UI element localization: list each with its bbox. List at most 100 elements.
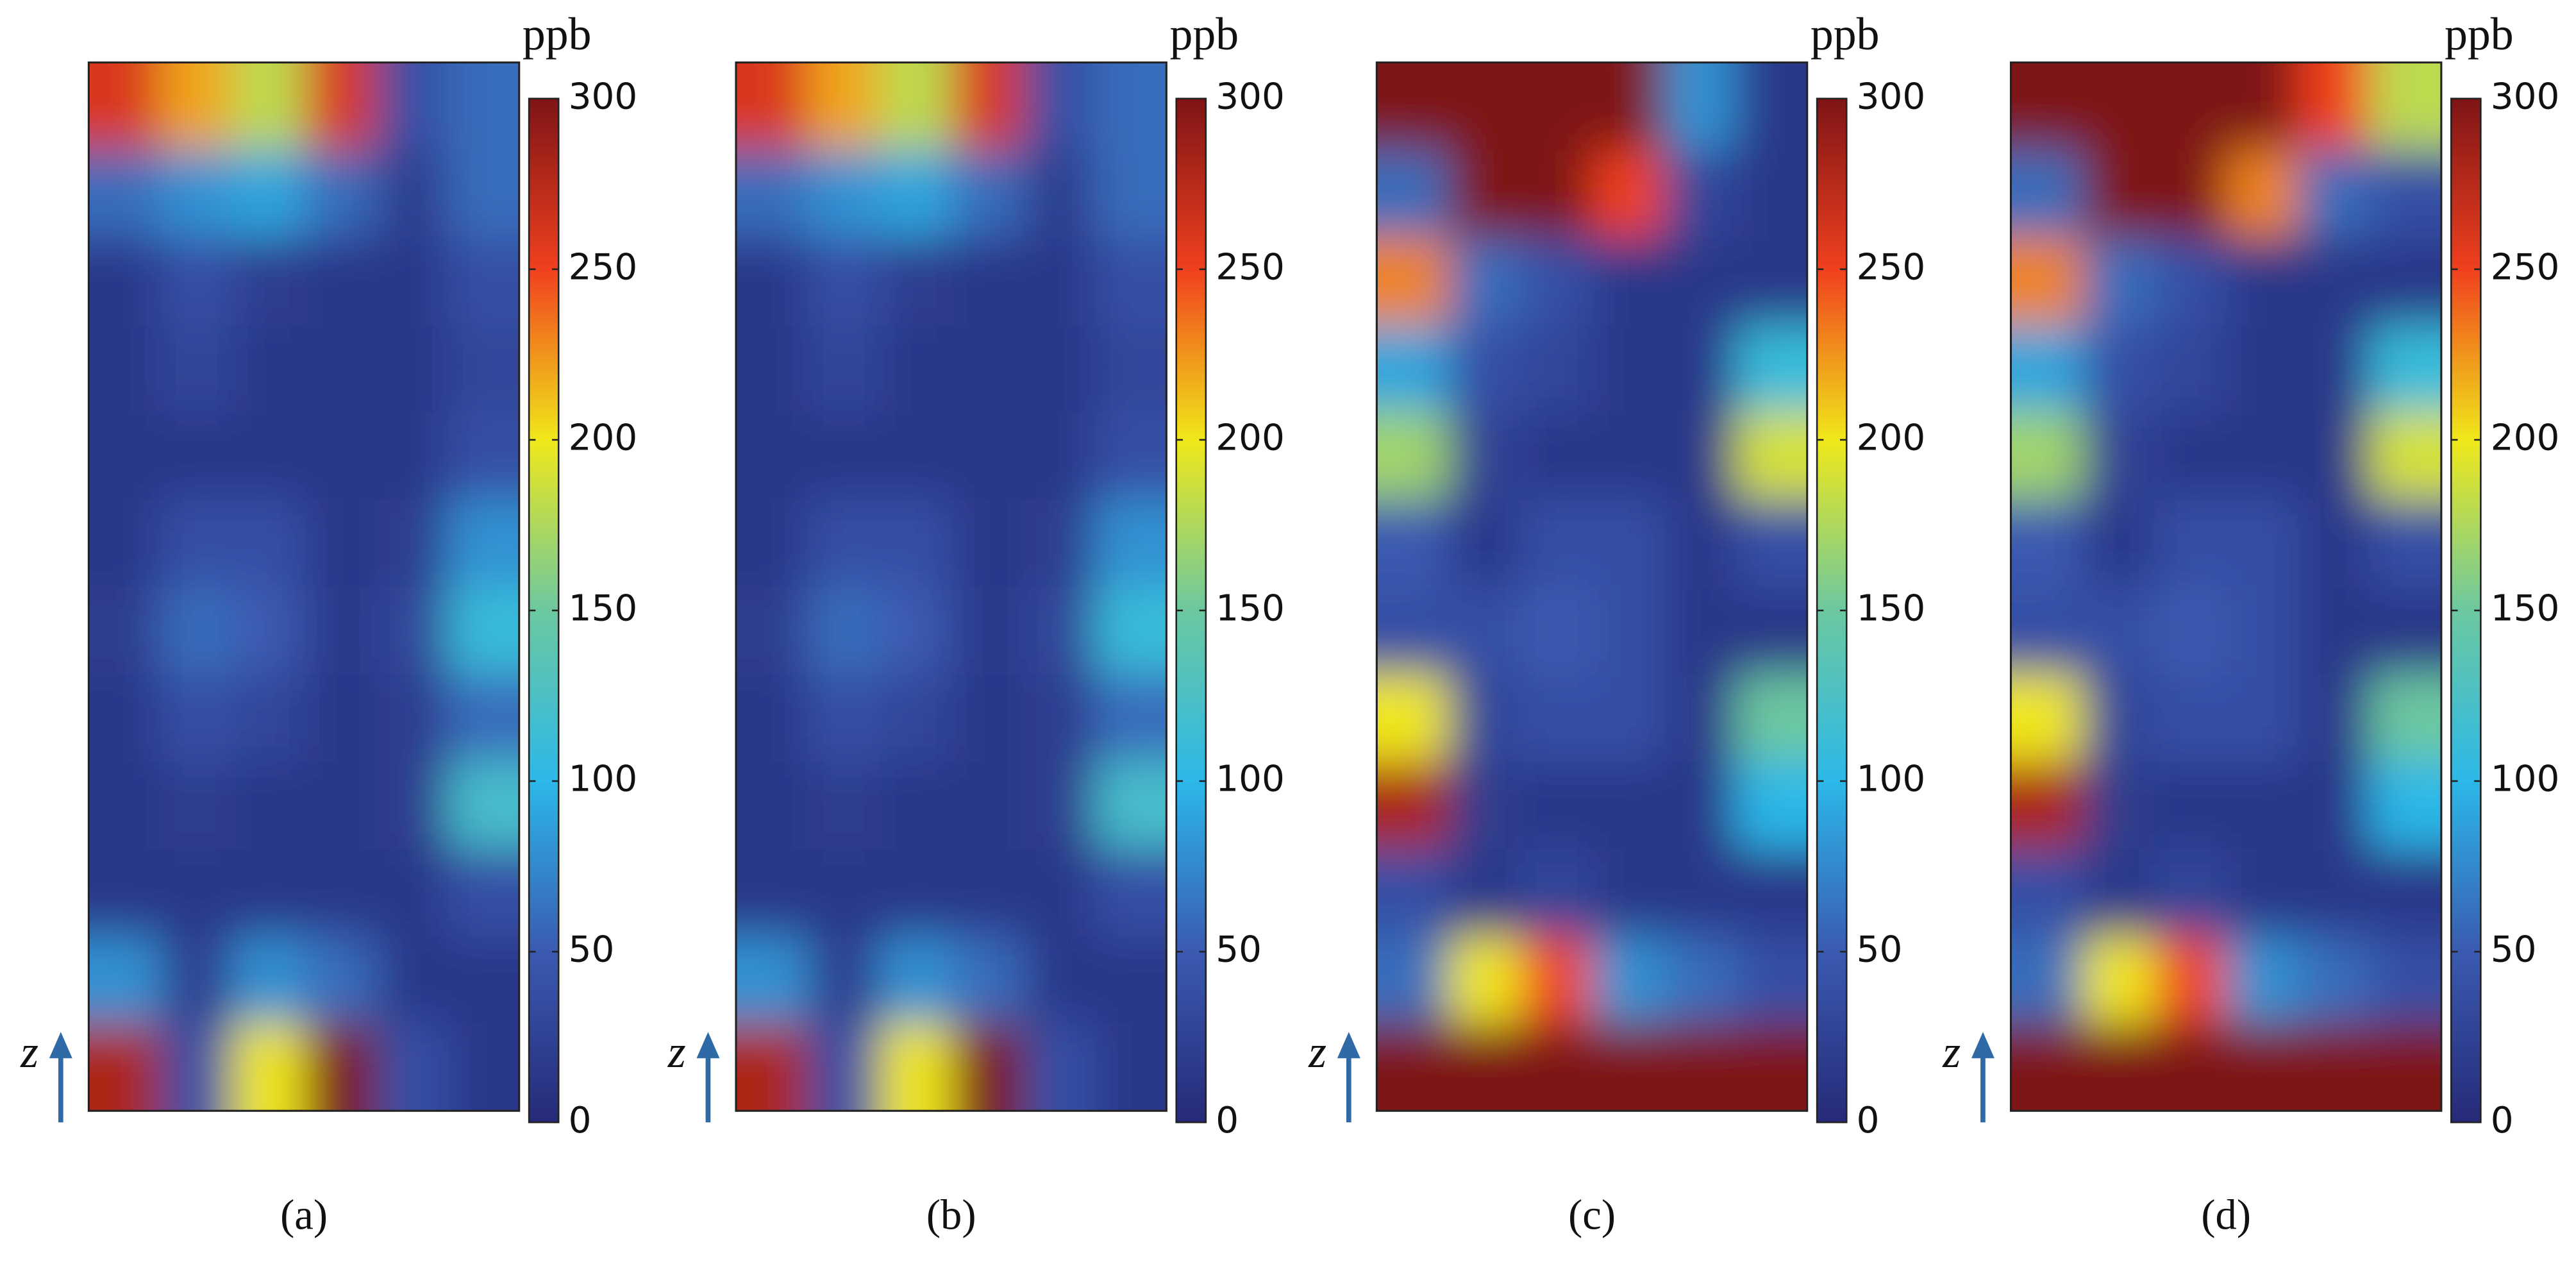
heatmap-cell — [951, 237, 1024, 326]
heatmap-cell — [2082, 761, 2155, 850]
heatmap-cell — [2154, 499, 2227, 588]
heatmap-cell — [1735, 324, 1807, 413]
heatmap-cell — [951, 761, 1024, 850]
heatmap-cells — [88, 62, 519, 1111]
heatmap-cell — [2011, 324, 2084, 413]
panel-label: (a) — [280, 1192, 328, 1239]
heatmap-cell — [2298, 1023, 2371, 1111]
heatmap-cell — [1023, 848, 1096, 938]
heatmap-cell — [1376, 586, 1450, 675]
heatmap-cell — [2226, 936, 2299, 1025]
heatmap-cell — [2298, 586, 2371, 675]
heatmap-cell — [88, 674, 162, 762]
heatmap-cell — [2011, 62, 2084, 151]
heatmap-cell — [304, 412, 377, 500]
heatmap-cell — [2369, 149, 2441, 239]
heatmap-cell — [2082, 412, 2155, 500]
heatmap-cell — [2298, 62, 2371, 151]
heatmap-cell — [736, 324, 809, 413]
colorbar-tick-label: 250 — [1216, 246, 1285, 288]
heatmap-cell — [1448, 848, 1521, 938]
heatmap-cell — [1094, 674, 1167, 762]
heatmap-cell — [1376, 324, 1450, 413]
heatmap-cell — [232, 848, 305, 938]
heatmap-cell — [304, 149, 377, 239]
axis-arrow-head — [1971, 1032, 1995, 1059]
heatmap-cell — [1023, 936, 1096, 1025]
colorbar-tick-label: 50 — [2491, 929, 2537, 971]
heatmap-cell — [2226, 324, 2299, 413]
heatmap-cell — [1663, 674, 1737, 762]
heatmap-cell — [1023, 237, 1096, 326]
heatmap-cell — [1592, 936, 1665, 1025]
heatmap-cell — [2369, 324, 2441, 413]
heatmap-cell — [2298, 761, 2371, 850]
heatmap-cell — [1376, 1023, 1450, 1111]
plot-frame — [735, 61, 1167, 1112]
heatmap-cell — [304, 586, 377, 675]
heatmap-cell — [1592, 586, 1665, 675]
heatmap-cell — [1592, 761, 1665, 850]
heatmap-cell — [1663, 324, 1737, 413]
heatmap-cell — [2369, 1023, 2441, 1111]
heatmap-cell — [160, 761, 233, 850]
colorbar-tick-label: 300 — [569, 76, 638, 117]
heatmap-cell — [1592, 412, 1665, 500]
heatmap-cell — [375, 848, 449, 938]
heatmap-cell — [375, 237, 449, 326]
panel-label: (b) — [926, 1192, 976, 1239]
heatmap-cell — [1735, 674, 1807, 762]
heatmap-cell — [160, 936, 233, 1025]
colorbar-tick-label: 100 — [1857, 759, 1926, 800]
heatmap-cell — [232, 586, 305, 675]
heatmap-cell — [807, 586, 881, 675]
heatmap-cell — [736, 499, 809, 588]
heatmap-cell — [1735, 412, 1807, 500]
heatmap-cell — [304, 237, 377, 326]
heatmap-cell — [1735, 499, 1807, 588]
heatmap-cell — [1023, 324, 1096, 413]
axis-label: z — [667, 1026, 686, 1077]
heatmap-cell — [2011, 237, 2084, 326]
heatmap-cell — [2298, 936, 2371, 1025]
colorbar-tick-label: 300 — [1216, 76, 1285, 117]
heatmap-cell — [2011, 499, 2084, 588]
heatmap-cell — [1023, 149, 1096, 239]
heatmap-cells — [736, 62, 1167, 1111]
heatmap-cell — [447, 412, 519, 500]
heatmap-cell — [2298, 848, 2371, 938]
heatmap-cell — [1520, 149, 1593, 239]
heatmap-cell — [447, 761, 519, 850]
heatmap-cell — [2226, 848, 2299, 938]
heatmap-cell — [736, 586, 809, 675]
heatmap-cell — [2369, 848, 2441, 938]
heatmap-cell — [232, 936, 305, 1025]
heatmap-cell — [1592, 62, 1665, 151]
colorbar-tick-label: 250 — [569, 246, 638, 288]
heatmap-area — [88, 62, 519, 1111]
heatmap-cell — [1376, 674, 1450, 762]
heatmap-cell — [304, 62, 377, 151]
heatmap-cell — [1094, 324, 1167, 413]
heatmap-cell — [2298, 674, 2371, 762]
heatmap-cell — [807, 848, 881, 938]
heatmap-cell — [375, 1023, 449, 1111]
heatmap-cell — [447, 936, 519, 1025]
heatmap-cell — [1735, 1023, 1807, 1111]
heatmap-cell — [1094, 936, 1167, 1025]
heatmap-cell — [88, 149, 162, 239]
heatmap-cell — [736, 237, 809, 326]
heatmap-cell — [2082, 848, 2155, 938]
heatmap-cell — [1094, 412, 1167, 500]
heatmap-cell — [1735, 936, 1807, 1025]
heatmap-cells — [2011, 62, 2441, 1111]
colorbar-label: ppb — [1811, 8, 1880, 60]
colorbar-label: ppb — [1170, 8, 1239, 60]
heatmap-cell — [2011, 1023, 2084, 1111]
heatmap-cell — [1520, 761, 1593, 850]
heatmap-cell — [879, 62, 952, 151]
heatmap-cell — [2082, 149, 2155, 239]
heatmap-cell — [2226, 237, 2299, 326]
heatmap-cell — [1376, 149, 1450, 239]
